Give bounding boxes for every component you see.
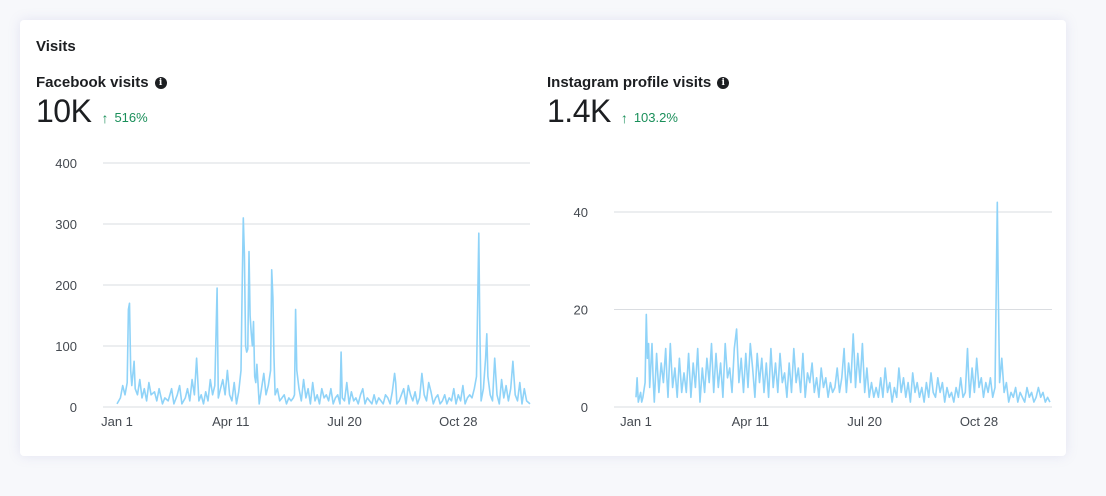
arrow-up-icon: ↑ [101, 109, 109, 126]
instagram-visits-value: 1.4K [547, 93, 611, 129]
facebook-visits-change: ↑ 516% [101, 110, 147, 125]
card-title: Visits [36, 38, 76, 55]
y-tick-label: 40 [574, 205, 588, 220]
x-tick-label: Apr 11 [212, 414, 249, 429]
instagram-visits-chart: 0 20 40 Jan 1 Apr 11 Jul 20 Oct 28 [574, 201, 1052, 429]
facebook-visits-value: 10K [36, 93, 92, 129]
x-tick-label: Jul 20 [327, 414, 362, 429]
info-circle-icon[interactable]: i [717, 76, 730, 89]
y-tick-label: 0 [581, 400, 588, 415]
arrow-up-icon: ↑ [620, 109, 628, 126]
y-tick-label: 0 [70, 400, 77, 415]
instagram-visits-label-text: Instagram profile visits [547, 74, 712, 91]
instagram-visits-change-value: 103.2% [633, 110, 678, 125]
instagram-visits-panel: Instagram profile visits i 1.4K ↑ 103.2%… [531, 20, 1052, 456]
x-tick-label: Oct 28 [439, 414, 477, 429]
instagram-visits-label: Instagram profile visits i [547, 74, 730, 91]
facebook-visits-panel: Facebook visits i 10K ↑ 516% 0 100 200 300 4… [20, 20, 540, 456]
series-line[interactable] [116, 217, 531, 405]
x-tick-label: Jan 1 [101, 414, 133, 429]
facebook-visits-chart: 0 100 200 300 400 Jan 1 Apr 11 Jul 20 Oct 28 [55, 156, 531, 429]
x-tick-label: Jan 1 [620, 414, 652, 429]
facebook-visits-label-text: Facebook visits [36, 74, 149, 91]
y-tick-label: 200 [55, 278, 77, 293]
x-tick-label: Oct 28 [960, 414, 998, 429]
instagram-visits-change: ↑ 103.2% [621, 110, 678, 125]
y-tick-label: 100 [55, 339, 77, 354]
y-tick-label: 300 [55, 217, 77, 232]
y-tick-label: 400 [55, 156, 77, 171]
y-tick-label: 20 [574, 303, 588, 318]
visits-card: Visits Facebook visits i 10K ↑ 516% 0 100… [20, 20, 1066, 456]
facebook-visits-change-value: 516% [114, 110, 148, 125]
info-circle-icon[interactable]: i [154, 76, 167, 89]
x-tick-label: Jul 20 [847, 414, 882, 429]
series-line[interactable] [635, 201, 1051, 403]
x-tick-label: Apr 11 [732, 414, 769, 429]
facebook-visits-label: Facebook visits i [36, 74, 167, 91]
